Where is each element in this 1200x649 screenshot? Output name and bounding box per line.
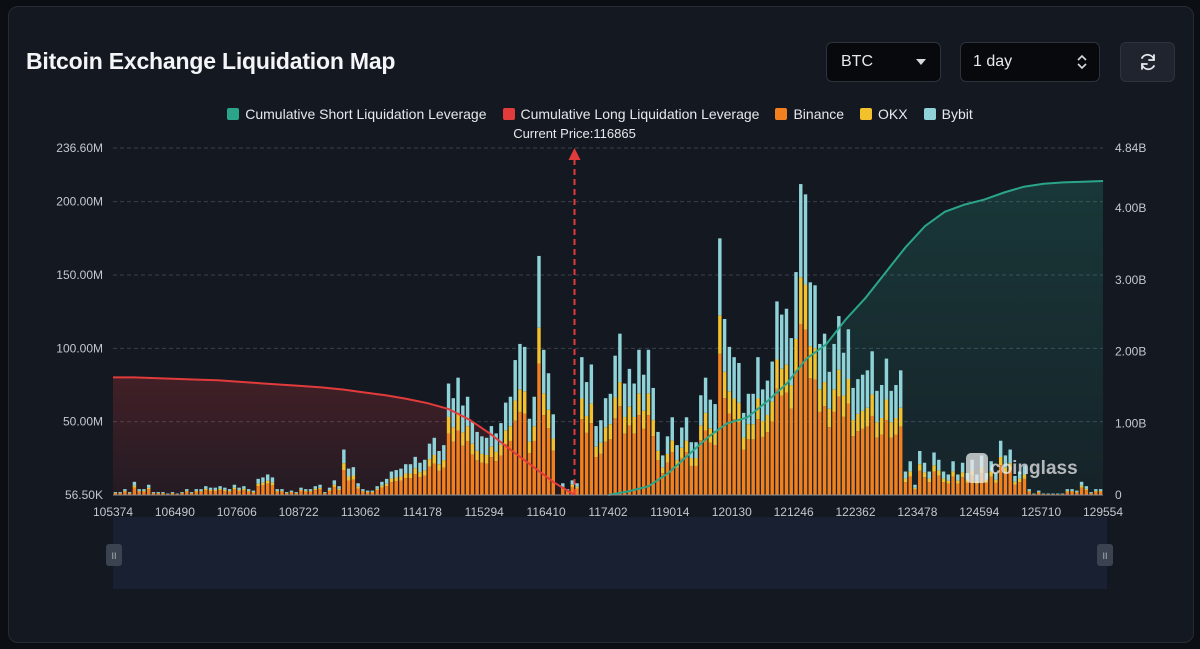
legend-item-long[interactable]: Cumulative Long Liquidation Leverage xyxy=(502,106,760,122)
legend-label: Bybit xyxy=(941,106,973,122)
chart-card xyxy=(8,6,1194,643)
legend-item-bybit[interactable]: Bybit xyxy=(923,106,973,122)
legend-item-binance[interactable]: Binance xyxy=(775,106,844,122)
legend-swatch xyxy=(775,108,788,120)
chevron-down-icon xyxy=(916,59,926,65)
range-select[interactable]: 1 day xyxy=(960,42,1100,82)
legend-swatch xyxy=(502,108,515,120)
page-title: Bitcoin Exchange Liquidation Map xyxy=(26,48,396,74)
chart-legend: Cumulative Short Liquidation Leverage Cu… xyxy=(0,106,1200,122)
legend-swatch xyxy=(227,108,240,120)
legend-item-short[interactable]: Cumulative Short Liquidation Leverage xyxy=(227,106,487,122)
legend-label: Cumulative Long Liquidation Leverage xyxy=(520,106,760,122)
legend-label: OKX xyxy=(878,106,908,122)
legend-swatch xyxy=(923,108,936,120)
legend-swatch xyxy=(860,108,873,120)
refresh-icon xyxy=(1140,53,1155,71)
legend-label: Cumulative Short Liquidation Leverage xyxy=(245,106,487,122)
updown-chevron-icon xyxy=(1077,54,1087,70)
refresh-button[interactable] xyxy=(1120,42,1175,82)
range-select-value: 1 day xyxy=(973,53,1013,70)
coin-select[interactable]: BTC xyxy=(826,42,941,82)
coin-select-value: BTC xyxy=(841,53,873,70)
legend-item-okx[interactable]: OKX xyxy=(860,106,908,122)
legend-label: Binance xyxy=(793,106,845,122)
